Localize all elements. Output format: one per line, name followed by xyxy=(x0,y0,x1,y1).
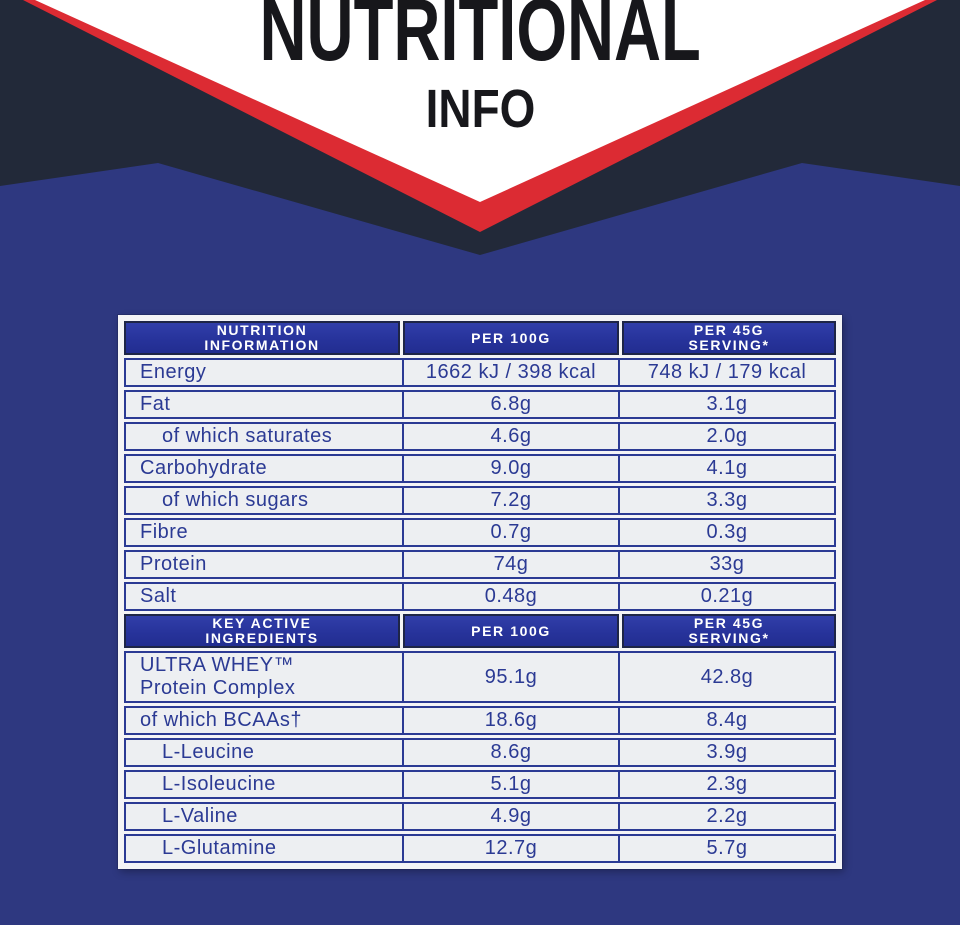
row-label: ULTRA WHEY™ Protein Complex xyxy=(126,653,402,701)
row-label-line: ULTRA WHEY™ xyxy=(140,654,295,676)
row-value-per100g: 9.0g xyxy=(402,456,618,481)
header-cell: NUTRITION INFORMATION xyxy=(124,321,400,355)
table-section-header: KEY ACTIVE INGREDIENTS PER 100g PER 45g SERV… xyxy=(124,614,836,648)
row-label-line: Fibre xyxy=(140,521,189,543)
row-label-line: Salt xyxy=(140,585,177,607)
banner-title: NUTRITIONAL xyxy=(0,0,960,74)
banner: NUTRITIONAL INFO xyxy=(0,0,960,300)
table-row: of which saturates 4.6g 2.0g xyxy=(124,422,836,451)
table-row: L-Valine 4.9g 2.2g xyxy=(124,802,836,831)
table-row: Carbohydrate 9.0g 4.1g xyxy=(124,454,836,483)
row-value-per45g: 2.0g xyxy=(618,424,834,449)
row-value-per45g: 3.3g xyxy=(618,488,834,513)
row-value-per45g: 0.21g xyxy=(618,584,834,609)
row-value-per100g: 0.7g xyxy=(402,520,618,545)
table-row: L-Glutamine 12.7g 5.7g xyxy=(124,834,836,863)
header-text: PER 100g xyxy=(471,329,551,346)
banner-title-text: NUTRITIONAL xyxy=(259,0,701,79)
table-row: Energy 1662 kJ / 398 kcal 748 kJ / 179 kca… xyxy=(124,358,836,387)
row-label: Protein xyxy=(126,552,402,577)
header-cell: PER 100g xyxy=(403,321,619,355)
row-value-per45g: 3.9g xyxy=(618,740,834,765)
row-value-per45g: 3.1g xyxy=(618,392,834,417)
table-row: Fat 6.8g 3.1g xyxy=(124,390,836,419)
row-label-line: of which BCAAs† xyxy=(140,709,303,731)
row-value-per45g: 748 kJ / 179 kcal xyxy=(618,360,834,385)
header-text: KEY ACTIVE xyxy=(212,615,312,631)
row-value-per100g: 6.8g xyxy=(402,392,618,417)
white-chevron-shape xyxy=(35,0,925,202)
header-text: INFORMATION xyxy=(204,337,320,353)
header-text: SERVING* xyxy=(688,337,770,353)
header-cell: PER 100g xyxy=(403,614,619,648)
row-value-per45g: 8.4g xyxy=(618,708,834,733)
table-row: of which sugars 7.2g 3.3g xyxy=(124,486,836,515)
row-value-per100g: 4.6g xyxy=(402,424,618,449)
header-cell: PER 45g SERVING* xyxy=(622,321,836,355)
header-text: PER 45g xyxy=(693,322,765,338)
row-label: Fat xyxy=(126,392,402,417)
header-cell: PER 45g SERVING* xyxy=(622,614,836,648)
row-label: L-Isoleucine xyxy=(126,772,402,797)
table-row: L-Isoleucine 5.1g 2.3g xyxy=(124,770,836,799)
header-text: SERVING* xyxy=(688,630,770,646)
row-label: L-Glutamine xyxy=(126,836,402,861)
banner-chevron-graphic xyxy=(0,0,960,255)
table-section-header: NUTRITION INFORMATION PER 100g PER 45g SERVI… xyxy=(124,321,836,355)
header-text: PER 100g xyxy=(471,622,551,639)
row-label: L-Leucine xyxy=(126,740,402,765)
row-value-per100g: 95.1g xyxy=(402,653,618,701)
row-label-line: Carbohydrate xyxy=(140,457,268,479)
row-label: of which saturates xyxy=(126,424,402,449)
header-text: INGREDIENTS xyxy=(205,630,319,646)
row-value-per100g: 0.48g xyxy=(402,584,618,609)
row-value-per100g: 1662 kJ / 398 kcal xyxy=(402,360,618,385)
row-label: Carbohydrate xyxy=(126,456,402,481)
row-value-per45g: 33g xyxy=(618,552,834,577)
row-value-per100g: 18.6g xyxy=(402,708,618,733)
header-cell: KEY ACTIVE INGREDIENTS xyxy=(124,614,400,648)
header-text: PER 45g xyxy=(693,615,765,631)
row-label: of which BCAAs† xyxy=(126,708,402,733)
row-label: Salt xyxy=(126,584,402,609)
row-value-per45g: 42.8g xyxy=(618,653,834,701)
row-label-line: L-Valine xyxy=(162,805,238,827)
table-row: Salt 0.48g 0.21g xyxy=(124,582,836,611)
table-row: L-Leucine 8.6g 3.9g xyxy=(124,738,836,767)
row-label-line: Fat xyxy=(140,393,171,415)
nutrition-table-grid: NUTRITION INFORMATION PER 100g PER 45g SERVI… xyxy=(124,321,836,863)
table-row: Protein 74g 33g xyxy=(124,550,836,579)
row-label-line: L-Isoleucine xyxy=(162,773,276,795)
table-row: ULTRA WHEY™ Protein Complex 95.1g 42.8g xyxy=(124,651,836,703)
banner-subtitle-text: INFO xyxy=(425,79,535,139)
row-value-per45g: 2.2g xyxy=(618,804,834,829)
nutrition-table: NUTRITION INFORMATION PER 100g PER 45g SERVI… xyxy=(118,315,842,869)
row-value-per45g: 0.3g xyxy=(618,520,834,545)
row-label: Fibre xyxy=(126,520,402,545)
row-value-per100g: 8.6g xyxy=(402,740,618,765)
table-row: of which BCAAs† 18.6g 8.4g xyxy=(124,706,836,735)
row-label-line: of which sugars xyxy=(162,489,309,511)
row-label-line: Protein xyxy=(140,553,207,575)
row-label-line: of which saturates xyxy=(162,425,333,447)
row-label: of which sugars xyxy=(126,488,402,513)
table-row: Fibre 0.7g 0.3g xyxy=(124,518,836,547)
row-value-per100g: 4.9g xyxy=(402,804,618,829)
row-label-line: L-Leucine xyxy=(162,741,255,763)
row-label: L-Valine xyxy=(126,804,402,829)
row-label-line: Energy xyxy=(140,361,207,383)
row-value-per45g: 4.1g xyxy=(618,456,834,481)
row-value-per100g: 12.7g xyxy=(402,836,618,861)
row-value-per45g: 2.3g xyxy=(618,772,834,797)
row-value-per100g: 7.2g xyxy=(402,488,618,513)
row-label-line: L-Glutamine xyxy=(162,837,277,859)
row-value-per45g: 5.7g xyxy=(618,836,834,861)
banner-subtitle: INFO xyxy=(0,82,960,136)
header-text: NUTRITION xyxy=(216,322,308,338)
row-value-per100g: 74g xyxy=(402,552,618,577)
row-value-per100g: 5.1g xyxy=(402,772,618,797)
row-label: Energy xyxy=(126,360,402,385)
row-label-line: Protein Complex xyxy=(140,677,296,699)
